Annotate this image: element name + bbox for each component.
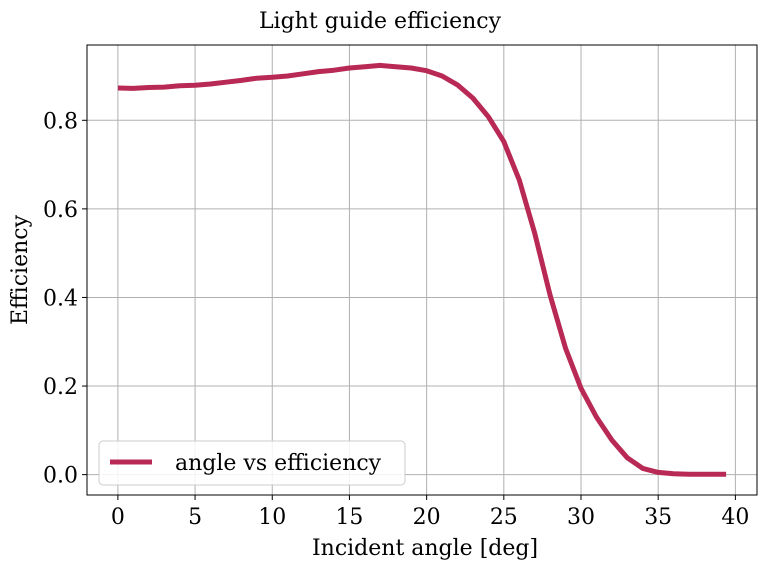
legend: angle vs efficiency xyxy=(98,440,406,486)
legend-label: angle vs efficiency xyxy=(175,451,382,476)
y-tick-label: 0.4 xyxy=(43,286,78,311)
y-tick-label: 0.0 xyxy=(43,464,78,489)
plot-frame xyxy=(86,44,758,496)
y-tick-label: 0.8 xyxy=(43,109,78,134)
series-layer xyxy=(117,62,727,477)
y-tick-label: 0.2 xyxy=(43,375,78,400)
x-tick-label: 5 xyxy=(188,505,202,530)
ticks: 0 5 10 15 20 25 30 35 40 0.0 0.2 0.4 0.6 0.8 xyxy=(43,109,749,530)
x-tick-label: 15 xyxy=(335,505,363,530)
grid xyxy=(87,45,757,495)
y-tick-label: 0.6 xyxy=(43,198,78,223)
y-axis-label: Efficiency xyxy=(8,214,33,325)
x-tick-label: 40 xyxy=(721,505,749,530)
x-tick-label: 20 xyxy=(413,505,441,530)
x-axis-label: Incident angle [deg] xyxy=(312,536,538,561)
chart-title: Light guide efficiency xyxy=(259,9,502,34)
x-tick-label: 35 xyxy=(644,505,672,530)
legend-box xyxy=(98,440,406,486)
x-tick-label: 0 xyxy=(111,505,125,530)
x-tick-label: 10 xyxy=(258,505,286,530)
x-tick-label: 25 xyxy=(490,505,518,530)
series-line xyxy=(117,62,727,477)
x-tick-label: 30 xyxy=(567,505,595,530)
